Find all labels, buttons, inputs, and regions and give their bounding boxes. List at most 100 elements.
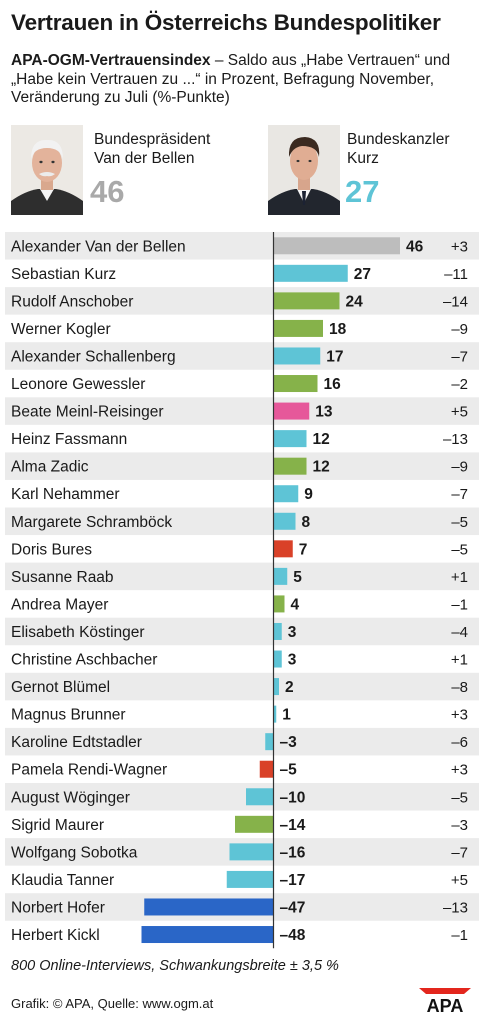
bar xyxy=(273,705,277,723)
change-label: –6 xyxy=(451,734,468,751)
value-label: –17 xyxy=(280,872,306,889)
category-label: Gernot Blümel xyxy=(11,679,110,696)
subtitle-index-name: APA-OGM-Vertrauensindex xyxy=(11,52,211,69)
category-label: Leonore Gewessler xyxy=(11,376,145,393)
change-label: –4 xyxy=(451,624,468,641)
category-label: Sigrid Maurer xyxy=(11,817,104,834)
change-label: –7 xyxy=(451,486,468,503)
bar xyxy=(235,815,274,833)
highlight-value-chancellor: 27 xyxy=(345,174,380,209)
bar xyxy=(273,319,323,337)
bar xyxy=(273,457,307,475)
bar xyxy=(273,678,279,696)
portrait-van-der-bellen xyxy=(11,125,83,215)
bar xyxy=(229,843,274,861)
bar xyxy=(144,898,274,916)
value-label: 46 xyxy=(406,238,424,255)
category-label: Norbert Hofer xyxy=(11,899,105,916)
apa-logo: APA xyxy=(419,988,471,1015)
category-label: Karoline Edtstadler xyxy=(11,734,142,751)
credit-line: Grafik: © APA, Quelle: www.ogm.at xyxy=(11,996,214,1011)
value-label: –16 xyxy=(280,844,306,861)
highlight-role-president: Bundespräsident Van der Bellen xyxy=(94,131,211,167)
row-background xyxy=(5,672,479,701)
change-label: –3 xyxy=(451,817,468,834)
category-label: Herbert Kickl xyxy=(11,927,100,944)
change-label: +3 xyxy=(451,238,468,255)
change-label: +5 xyxy=(451,872,468,889)
bar xyxy=(141,926,274,944)
bar xyxy=(259,760,274,778)
change-label: –5 xyxy=(451,541,468,558)
bar-chart: Alexander Van der Bellen 46 +3 Sebastian Ku… xyxy=(5,232,479,949)
value-label: –5 xyxy=(280,762,298,779)
category-label: Heinz Fassmann xyxy=(11,431,127,448)
category-label: Susanne Raab xyxy=(11,569,114,586)
category-label: Sebastian Kurz xyxy=(11,266,116,283)
value-label: 13 xyxy=(315,404,333,421)
category-label: Elisabeth Köstinger xyxy=(11,624,145,641)
value-label: 2 xyxy=(285,679,294,696)
value-label: 16 xyxy=(324,376,342,393)
row-background xyxy=(5,397,479,425)
category-label: Karl Nehammer xyxy=(11,486,120,503)
bar xyxy=(273,347,321,365)
footnote: 800 Online-Interviews, Schwankungsbreite… xyxy=(11,958,339,974)
bar xyxy=(273,540,293,558)
bar xyxy=(273,237,400,255)
apa-logo-text: APA xyxy=(427,996,464,1015)
bar xyxy=(273,375,318,393)
bar xyxy=(273,567,288,585)
bar xyxy=(265,733,274,751)
value-label: 17 xyxy=(326,348,343,365)
row-background xyxy=(5,562,479,591)
category-label: Pamela Rendi-Wagner xyxy=(11,762,167,779)
value-label: 5 xyxy=(293,569,302,586)
change-label: –13 xyxy=(443,431,468,448)
change-label: –13 xyxy=(443,899,468,916)
highlight-role-chancellor: Bundeskanzler Kurz xyxy=(347,131,450,167)
change-label: –9 xyxy=(451,459,468,476)
change-label: +3 xyxy=(451,707,468,724)
bar xyxy=(273,292,340,310)
bar xyxy=(273,512,296,530)
row-background xyxy=(5,507,479,536)
change-label: –14 xyxy=(443,293,468,310)
row-background xyxy=(5,617,479,646)
category-label: Beate Meinl-Reisinger xyxy=(11,404,164,421)
bar xyxy=(273,595,285,613)
category-label: Margarete Schramböck xyxy=(11,514,172,531)
chart-title: Vertrauen in Österreichs Bundespolitiker xyxy=(11,10,441,35)
row-background xyxy=(5,727,479,756)
category-label: Andrea Mayer xyxy=(11,596,108,613)
bar xyxy=(273,485,299,503)
value-label: 1 xyxy=(282,707,291,724)
category-label: Magnus Brunner xyxy=(11,707,126,724)
chart-subtitle: APA-OGM-Vertrauensindex – Saldo aus „Hab… xyxy=(11,52,476,108)
change-label: –2 xyxy=(451,376,468,393)
value-label: –14 xyxy=(280,817,306,834)
value-label: –47 xyxy=(280,899,306,916)
value-label: 24 xyxy=(346,293,364,310)
value-label: 3 xyxy=(288,624,297,641)
value-label: –3 xyxy=(280,734,298,751)
category-label: Christine Aschbacher xyxy=(11,652,157,669)
change-label: +3 xyxy=(451,762,468,779)
category-label: Doris Bures xyxy=(11,541,92,558)
change-label: –8 xyxy=(451,679,468,696)
value-label: 12 xyxy=(313,459,330,476)
bar xyxy=(273,402,310,420)
value-label: 18 xyxy=(329,321,347,338)
change-label: –7 xyxy=(451,348,468,365)
category-label: August Wöginger xyxy=(11,789,130,806)
change-label: –1 xyxy=(451,927,468,944)
change-label: –7 xyxy=(451,844,468,861)
category-label: Alma Zadic xyxy=(11,459,89,476)
category-label: Alexander Schallenberg xyxy=(11,348,176,365)
subtitle-description: – Saldo aus „Habe Vertrauen“ und „Habe k… xyxy=(11,52,451,106)
bar xyxy=(273,650,282,668)
change-label: +5 xyxy=(451,404,468,421)
value-label: 3 xyxy=(288,652,297,669)
category-label: Klaudia Tanner xyxy=(11,872,114,889)
bar xyxy=(246,788,274,806)
